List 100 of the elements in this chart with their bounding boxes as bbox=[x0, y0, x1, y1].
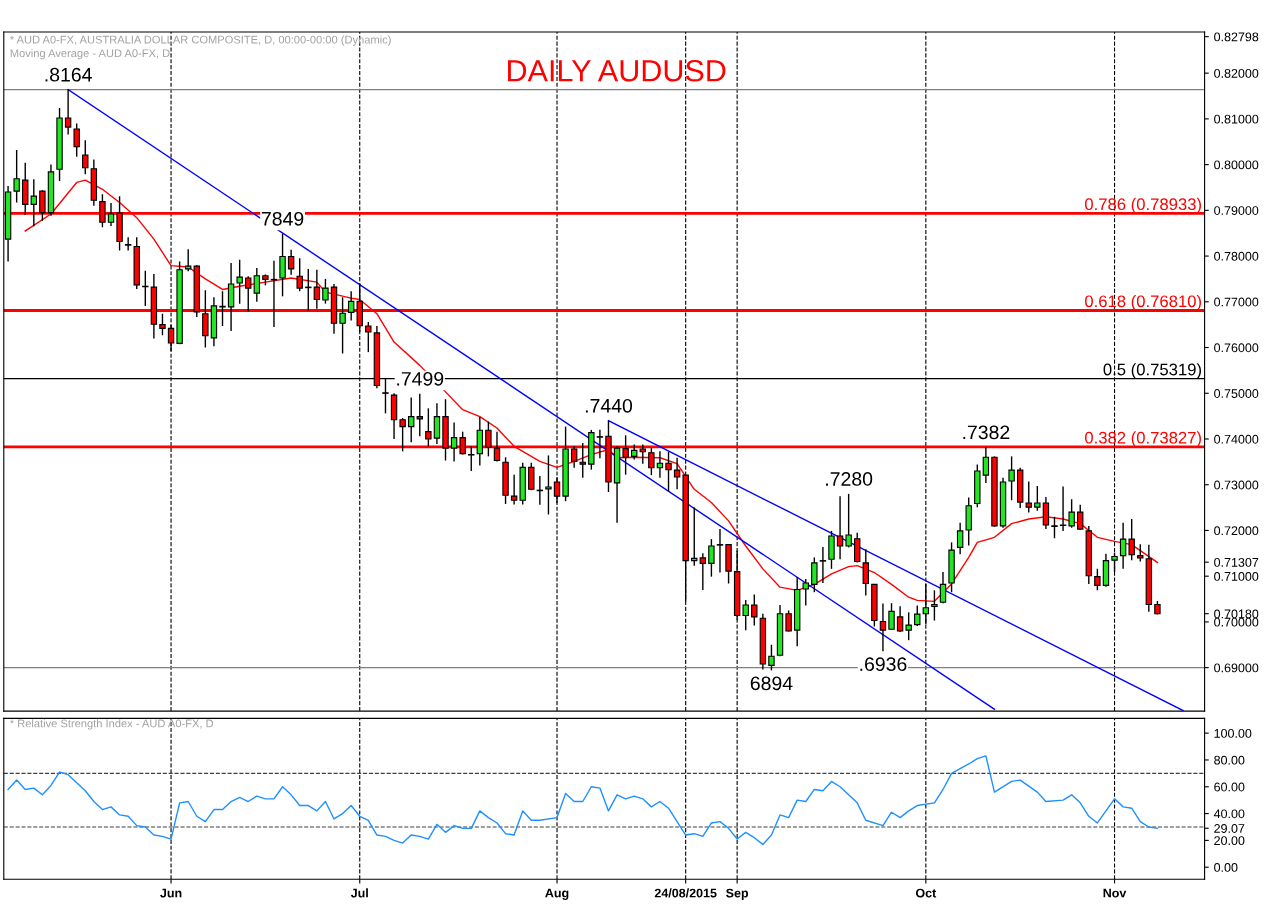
candlestick bbox=[699, 552, 707, 591]
ref-line-label: 0.382 (0.73827) bbox=[1085, 431, 1201, 447]
candlestick bbox=[768, 644, 775, 672]
x-tick-label: Jul bbox=[350, 888, 368, 898]
annotation: .7280 bbox=[826, 472, 873, 486]
y-tick-label: 0.74000 bbox=[1214, 434, 1259, 444]
candlestick bbox=[13, 149, 20, 204]
x-tick-label: Oct bbox=[915, 888, 937, 898]
candlestick bbox=[939, 571, 947, 604]
annotation: 7849 bbox=[261, 211, 304, 226]
y-tick-label: 0.70180 bbox=[1214, 609, 1259, 619]
x-tick-label: Sep bbox=[726, 888, 749, 900]
candlestick bbox=[365, 321, 372, 353]
candlestick bbox=[956, 521, 964, 555]
annotation: .7499 bbox=[397, 371, 444, 386]
candlestick bbox=[888, 602, 895, 631]
candlestick bbox=[476, 416, 484, 467]
candlestick bbox=[819, 546, 827, 584]
candlestick bbox=[862, 548, 870, 597]
candlestick bbox=[279, 232, 286, 298]
candlestick bbox=[1025, 480, 1032, 514]
candlestick bbox=[1034, 485, 1041, 512]
candlestick bbox=[30, 178, 38, 228]
candlestick bbox=[107, 202, 115, 227]
annotation: .6936 bbox=[860, 657, 907, 672]
candlestick bbox=[510, 473, 518, 506]
candlestick bbox=[236, 259, 243, 305]
candlestick bbox=[828, 530, 835, 570]
candlestick bbox=[854, 532, 861, 564]
text: DAILY AUDUSD bbox=[508, 59, 726, 82]
candlestick bbox=[905, 611, 912, 641]
candlestick bbox=[1068, 498, 1075, 529]
candlestick bbox=[716, 528, 724, 574]
candlestick bbox=[339, 296, 346, 355]
candlestick bbox=[450, 421, 458, 463]
candlestick bbox=[665, 451, 672, 492]
candlestick bbox=[545, 454, 552, 516]
candlestick bbox=[691, 506, 698, 567]
x-tick-label: Jun bbox=[160, 888, 182, 898]
annotation: .8164 bbox=[45, 67, 92, 82]
y-tick-label: 0.82798 bbox=[1214, 32, 1259, 42]
candlestick bbox=[296, 257, 303, 292]
y-tick-label: 100.00 bbox=[1214, 728, 1252, 738]
candlestick bbox=[914, 604, 921, 627]
candlestick bbox=[433, 402, 441, 445]
candlestick bbox=[785, 609, 792, 633]
candlestick bbox=[82, 139, 89, 175]
annotation: * Relative Strength Index - AUD A0-FX, D bbox=[9, 719, 214, 730]
candlestick bbox=[879, 602, 887, 652]
candlestick bbox=[73, 122, 80, 158]
y-tick-label: 60.00 bbox=[1214, 782, 1245, 792]
candlestick bbox=[227, 262, 235, 332]
candlestick bbox=[528, 462, 535, 491]
y-tick-label: 0.71307 bbox=[1214, 557, 1259, 567]
y-tick-label: 0.70000 bbox=[1214, 617, 1259, 627]
candlestick bbox=[742, 599, 749, 631]
annotation: .7382 bbox=[963, 425, 1010, 440]
candlestick bbox=[64, 88, 72, 136]
annotation: * AUD A0-FX, AUSTRALIA DOLLAR COMPOSITE, D, 00:00-00:00 (Dynamic) bbox=[9, 35, 391, 46]
candlestick bbox=[673, 457, 681, 490]
line-series bbox=[7, 755, 1159, 846]
candlestick bbox=[253, 267, 261, 303]
candlestick bbox=[124, 236, 132, 252]
annotation: 6894 bbox=[750, 676, 793, 691]
candlestick bbox=[1051, 516, 1058, 539]
candlestick bbox=[1119, 521, 1127, 570]
y-tick-label: 0.76000 bbox=[1214, 343, 1259, 353]
candlestick bbox=[322, 278, 329, 305]
y-tick-label: 0.71000 bbox=[1214, 571, 1259, 581]
candlestick bbox=[802, 578, 809, 607]
y-tick-label: 29.07 bbox=[1214, 824, 1245, 833]
y-tick-label: 80.00 bbox=[1214, 755, 1245, 765]
candlestick bbox=[159, 312, 166, 336]
candlestick bbox=[1059, 485, 1067, 532]
candlestick bbox=[896, 605, 904, 633]
y-tick-label: 0.78000 bbox=[1214, 251, 1259, 261]
ref-line-label: 0.786 (0.78933) bbox=[1085, 197, 1201, 214]
x-tick-label: Aug bbox=[545, 888, 569, 900]
y-tick-label: 0.77000 bbox=[1214, 297, 1259, 307]
candlestick bbox=[708, 538, 715, 578]
candlestick bbox=[836, 495, 844, 560]
y-tick-label: 0.00 bbox=[1214, 863, 1238, 872]
candlestick bbox=[811, 556, 818, 593]
candlestick bbox=[1128, 518, 1135, 561]
y-tick-label: 0.72000 bbox=[1214, 526, 1259, 536]
annotation: Moving Average - AUD A0-FX, D bbox=[10, 48, 170, 60]
x-tick-label: 24/08/2015 bbox=[654, 888, 717, 898]
candlestick bbox=[1008, 455, 1015, 501]
y-tick-label: 0.75000 bbox=[1214, 389, 1259, 398]
candlestick bbox=[982, 446, 990, 484]
candlestick bbox=[931, 589, 938, 622]
annotation: .7440 bbox=[585, 398, 633, 413]
ref-line-label: 0.618 (0.76810) bbox=[1085, 294, 1201, 311]
candlestick bbox=[287, 248, 295, 276]
x-tick-label: Nov bbox=[1103, 888, 1127, 898]
y-tick-label: 0.69000 bbox=[1214, 663, 1259, 673]
candlestick bbox=[347, 290, 355, 322]
candlestick bbox=[845, 493, 852, 549]
y-tick-label: 0.82000 bbox=[1214, 68, 1259, 78]
candlestick bbox=[751, 593, 758, 627]
